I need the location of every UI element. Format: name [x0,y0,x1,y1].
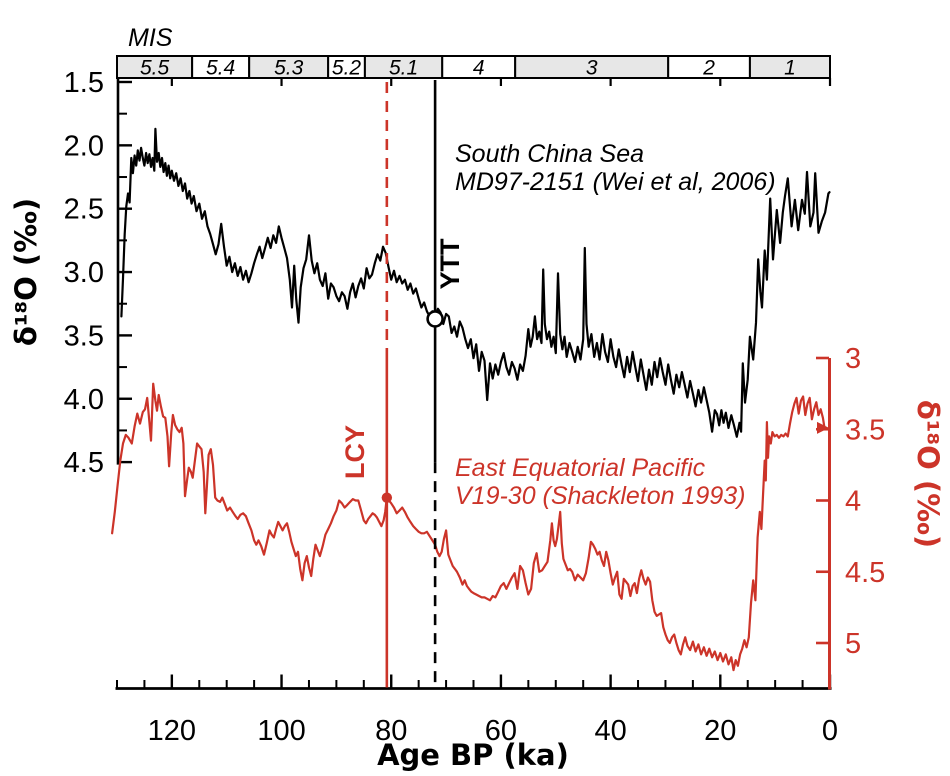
mis-stage-label-2: 2 [702,57,715,80]
mis-stage-label-1: 1 [784,57,796,80]
event-markers [381,310,444,503]
mis-stage-label-5.1: 5.1 [389,57,418,80]
x-tick-label-80: 80 [375,715,407,747]
left-tick-label-3.0: 3.0 [64,257,104,289]
x-tick-label-20: 20 [704,715,736,747]
x-tick-label-120: 120 [148,715,196,747]
lcy-marker [381,492,393,503]
right-axis-title: δ¹⁸O (‰) [911,400,945,548]
mis-stage-label-5.2: 5.2 [332,57,362,80]
lcy-event-label: LCY [340,425,370,479]
series-1-name: South China Sea [455,140,644,168]
right-tick-label-3: 3 [845,343,861,375]
left-tick-label-4.5: 4.5 [64,447,104,479]
ytt-marker [426,310,444,328]
left-axis-title: δ¹⁸O (‰) [9,198,43,346]
right-tick-label-3.5: 3.5 [845,414,885,446]
ytt-event-label: YTT [435,238,465,290]
mis-stage-label-3: 3 [586,57,598,80]
right-tick-label-5: 5 [845,628,861,660]
x-tick-label-0: 0 [822,715,838,747]
series-2-citation: V19-30 (Shackleton 1993) [455,482,745,510]
series-1-citation: MD97-2151 (Wei et al, 2006) [455,168,776,196]
x-tick-label-60: 60 [485,715,517,747]
x-tick-label-100: 100 [257,715,305,747]
east-equatorial-pacific-curve [110,382,826,672]
event-lines [385,80,437,688]
mis-title: MIS [128,24,173,52]
series-2-name: East Equatorial Pacific [455,454,706,482]
south-china-sea-curve [120,127,831,438]
curve-end-arrow [817,421,829,434]
x-axis-title: Age BP (ka) [377,738,569,772]
mis-stage-cell-1 [748,55,832,79]
left-tick-label-4.0: 4.0 [64,384,104,416]
left-tick-label-2.0: 2.0 [64,130,104,162]
mis-stage-label-4: 4 [473,57,485,80]
right-tick-label-4.5: 4.5 [845,557,885,589]
axes: 120 100 80 60 40 20 0 1.5 2.0 2.5 3.0 3.5 4.0 4.5 3 3.5… [64,67,886,747]
left-tick-label-3.5: 3.5 [64,320,104,352]
left-tick-label-2.5: 2.5 [64,194,104,226]
mis-stage-label-5.3: 5.3 [274,57,304,80]
curves [110,127,831,672]
mis-bar: 5.5 5.4 5.3 5.2 5.1 4 3 2 1 [116,55,832,80]
mis-stage-label-5.5: 5.5 [140,57,170,80]
x-tick-label-40: 40 [594,715,626,747]
mis-stage-label-5.4: 5.4 [206,57,235,80]
right-tick-label-4: 4 [845,486,861,518]
left-tick-label-1.5: 1.5 [64,67,104,99]
